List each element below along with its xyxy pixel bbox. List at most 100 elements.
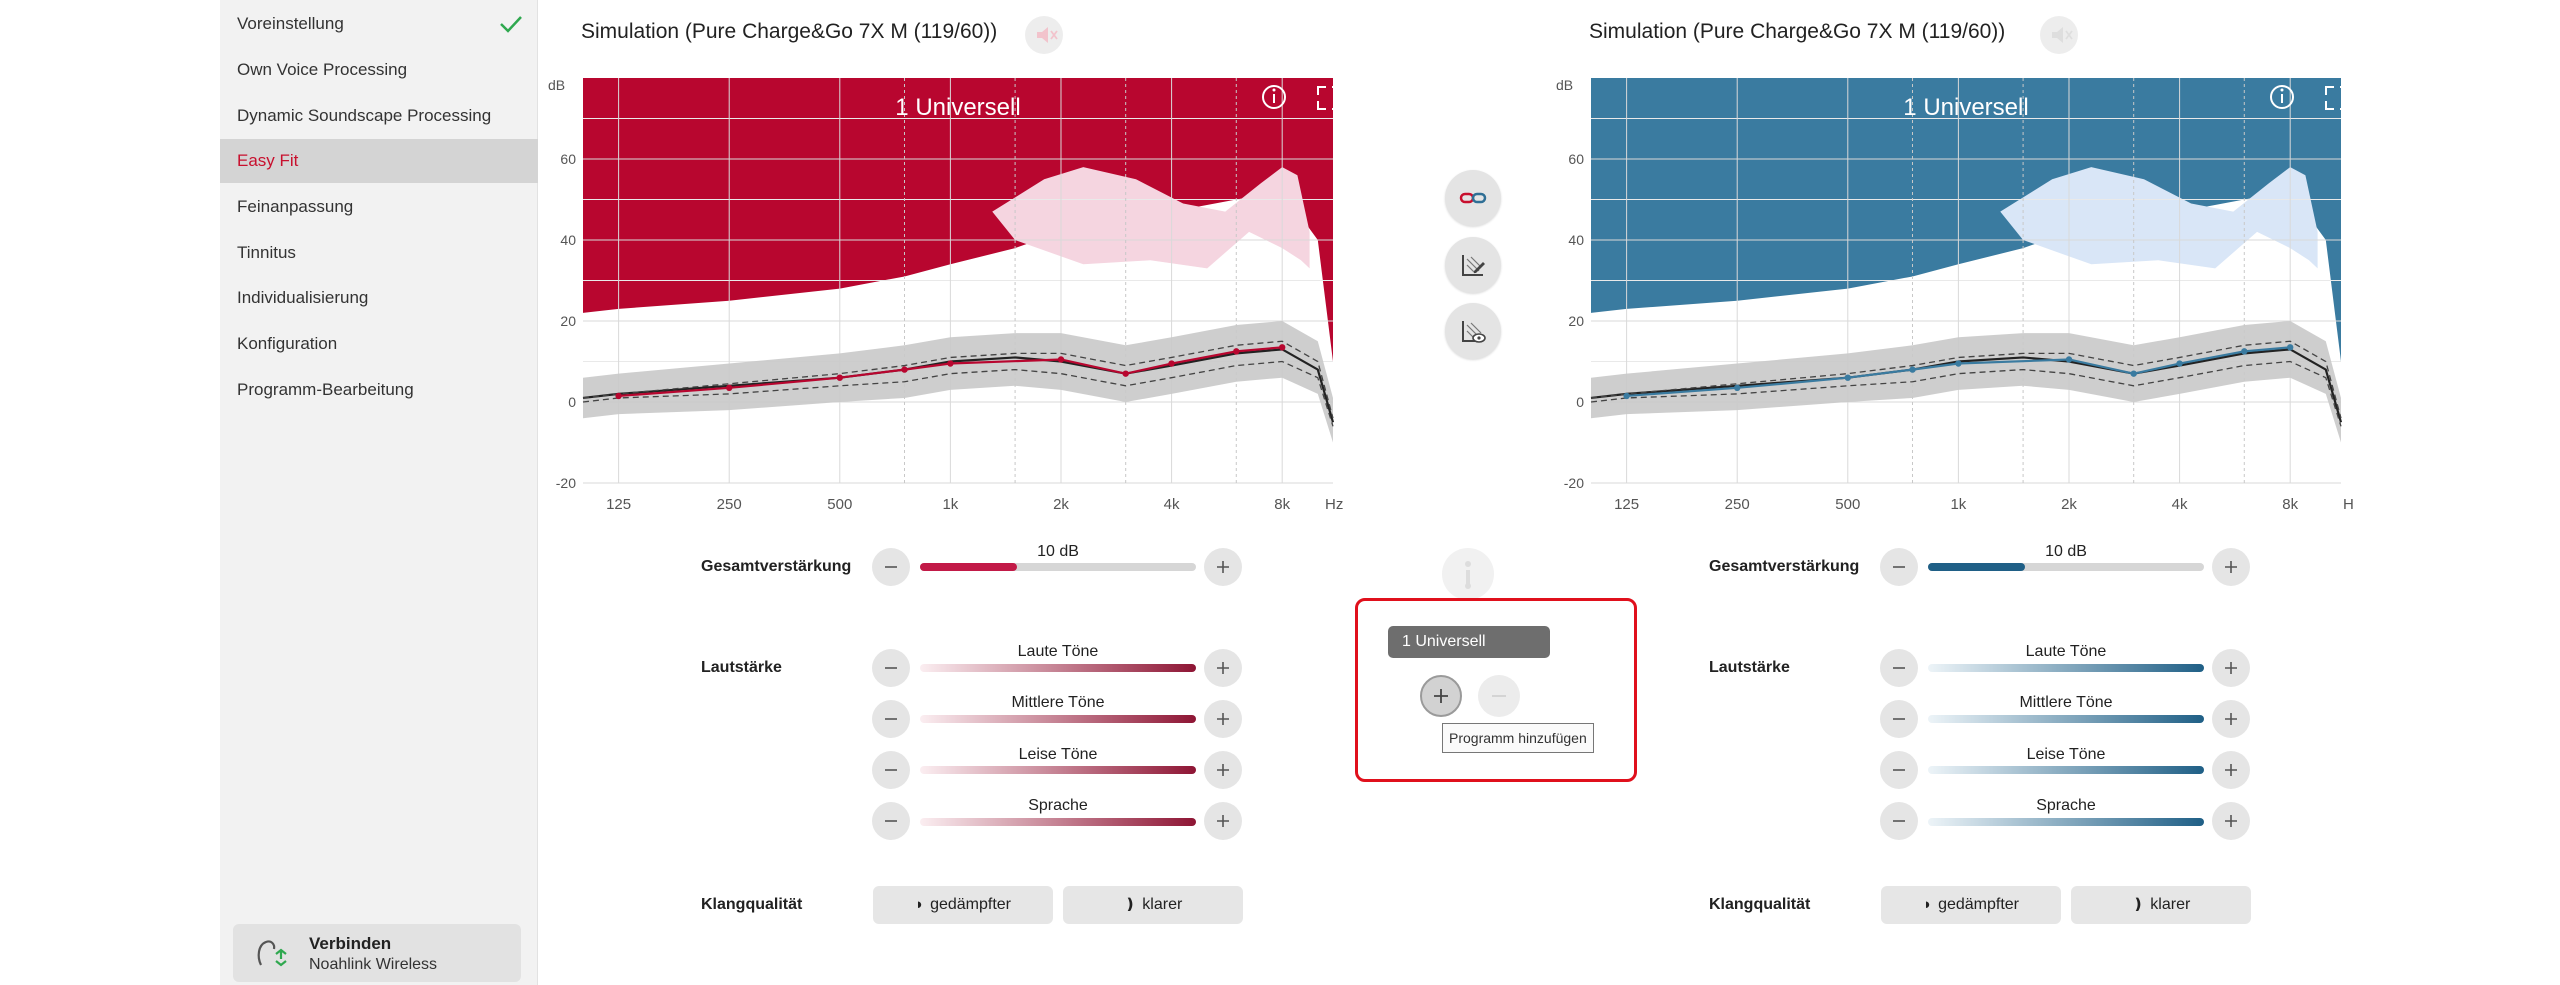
- clearer-button[interactable]: ❫ klarer: [2071, 886, 2251, 924]
- speech-minus-button[interactable]: [872, 802, 910, 840]
- gain-minus-button[interactable]: [1880, 548, 1918, 586]
- sound-clearer-icon: ❫: [1123, 896, 1137, 913]
- mid-tones-label: Mittlere Töne: [2019, 694, 2113, 711]
- y-axis-label: dB: [1556, 77, 1573, 93]
- y-tick-label: 60: [1568, 151, 1584, 167]
- gain-slider[interactable]: [1928, 563, 2204, 571]
- gain-plus-button[interactable]: [1204, 548, 1242, 586]
- soft-tones-plus-button[interactable]: [2212, 751, 2250, 789]
- mid-tones-minus-button[interactable]: [872, 700, 910, 738]
- sidebar-item-konfiguration[interactable]: Konfiguration: [220, 322, 538, 366]
- expand-icon[interactable]: [1317, 86, 1341, 110]
- sidebar-item-voreinstellung[interactable]: Voreinstellung: [220, 2, 538, 46]
- target-point: [1909, 366, 1916, 373]
- mid-tones-slider[interactable]: [1928, 715, 2204, 723]
- soft-tones-label: Leise Töne: [2026, 746, 2106, 763]
- divide-button[interactable]: [1442, 548, 1494, 600]
- sidebar-item-feinanpassung[interactable]: Feinanpassung: [220, 185, 538, 229]
- mid-tones-minus-button[interactable]: [1880, 700, 1918, 738]
- link-sides-button[interactable]: [1445, 170, 1501, 226]
- sidebar-item-dynamic-soundscape[interactable]: Dynamic Soundscape Processing: [220, 94, 538, 138]
- sidebar-item-label: Tinnitus: [237, 243, 296, 262]
- remove-program-button[interactable]: [1478, 675, 1520, 717]
- x-tick-label: 250: [717, 496, 742, 513]
- speaker-muted-icon[interactable]: [1025, 16, 1063, 54]
- soft-tones-slider[interactable]: [1928, 766, 2204, 774]
- mid-tones-label: Mittlere Töne: [1011, 694, 1105, 711]
- duller-button[interactable]: ◗ gedämpfter: [1881, 886, 2061, 924]
- speech-slider[interactable]: [1928, 818, 2204, 826]
- y-tick-label: 0: [1576, 394, 1584, 410]
- sidebar-item-tinnitus[interactable]: Tinnitus: [220, 231, 538, 275]
- target-point: [1955, 360, 1962, 367]
- overall-gain-label: Gesamtverstärkung: [1709, 558, 1860, 575]
- gain-minus-button[interactable]: [872, 548, 910, 586]
- x-tick-label: 8k: [1274, 496, 1290, 513]
- chart-left: dB 60 40 20 0 -20 125 250 500 1k 2k 4k 8k Hz 1 Univers…: [548, 77, 1343, 513]
- gain-slider[interactable]: [920, 563, 1196, 571]
- target-point: [1278, 344, 1286, 351]
- duller-label: gedämpfter: [1938, 896, 2019, 913]
- sidebar-item-individualisierung[interactable]: Individualisierung: [220, 276, 538, 320]
- plus-icon: [1217, 815, 1229, 827]
- add-program-button[interactable]: [1420, 675, 1462, 717]
- duller-button[interactable]: ◗ gedämpfter: [873, 886, 1053, 924]
- loud-tones-slider[interactable]: [920, 664, 1196, 672]
- x-tick-label: 500: [827, 496, 852, 513]
- y-tick-label: 20: [560, 313, 576, 329]
- target-point: [1057, 356, 1065, 363]
- connect-button[interactable]: Verbinden Noahlink Wireless: [233, 924, 521, 982]
- gain-plus-button[interactable]: [2212, 548, 2250, 586]
- speech-minus-button[interactable]: [1880, 802, 1918, 840]
- program-chip[interactable]: 1 Universell: [1388, 626, 1550, 658]
- y-tick-label: 40: [560, 232, 576, 248]
- sidebar-item-label: Individualisierung: [237, 288, 369, 307]
- add-program-tooltip: Programm hinzufügen: [1442, 723, 1594, 753]
- hearing-aid-connect-icon: [257, 940, 287, 967]
- mid-tones-plus-button[interactable]: [1204, 700, 1242, 738]
- speech-slider[interactable]: [920, 818, 1196, 826]
- target-point: [836, 374, 843, 381]
- minus-icon: [1893, 769, 1905, 771]
- expand-icon[interactable]: [2325, 86, 2349, 110]
- mid-tones-slider[interactable]: [920, 715, 1196, 723]
- target-curve: [1626, 346, 2291, 398]
- target-point: [1122, 370, 1129, 377]
- target-point: [1844, 374, 1851, 381]
- loud-tones-slider[interactable]: [1928, 664, 2204, 672]
- soft-tones-minus-button[interactable]: [1880, 751, 1918, 789]
- sidebar-item-easy-fit[interactable]: Easy Fit: [220, 139, 538, 183]
- speech-plus-button[interactable]: [1204, 802, 1242, 840]
- loud-tones-minus-button[interactable]: [872, 649, 910, 687]
- clearer-button[interactable]: ❫ klarer: [1063, 886, 1243, 924]
- speaker-muted-icon[interactable]: [2040, 16, 2078, 54]
- loud-tones-label: Laute Töne: [2025, 643, 2107, 660]
- sidebar-item-label: Dynamic Soundscape Processing: [237, 106, 492, 125]
- mid-tones-plus-button[interactable]: [2212, 700, 2250, 738]
- panel-title-right: Simulation (Pure Charge&Go 7X M (119/60)…: [1589, 20, 2006, 43]
- plus-icon: [1434, 689, 1448, 703]
- program-panel: 1 Universell Programm hinzufügen: [1355, 598, 1637, 782]
- view-curve-button[interactable]: [1445, 303, 1501, 359]
- speech-band: [992, 167, 1310, 269]
- gain-slider-fill: [1928, 563, 2025, 571]
- volume-label: Lautstärke: [701, 659, 782, 676]
- plus-icon: [1217, 764, 1229, 776]
- target-point: [901, 366, 908, 373]
- speech-label: Sprache: [1028, 797, 1088, 814]
- sidebar-item-own-voice[interactable]: Own Voice Processing: [220, 48, 538, 92]
- loud-tones-minus-button[interactable]: [1880, 649, 1918, 687]
- edit-curve-button[interactable]: [1445, 237, 1501, 293]
- soft-tones-minus-button[interactable]: [872, 751, 910, 789]
- x-tick-label: 125: [1614, 496, 1639, 513]
- sidebar-item-programm-bearbeitung[interactable]: Programm-Bearbeitung: [220, 368, 538, 412]
- loud-tones-plus-button[interactable]: [1204, 649, 1242, 687]
- x-tick-label: 2k: [1053, 496, 1069, 513]
- speech-plus-button[interactable]: [2212, 802, 2250, 840]
- target-point: [615, 392, 622, 400]
- volume-label: Lautstärke: [1709, 659, 1790, 676]
- minus-icon: [885, 718, 897, 720]
- soft-tones-slider[interactable]: [920, 766, 1196, 774]
- loud-tones-plus-button[interactable]: [2212, 649, 2250, 687]
- soft-tones-plus-button[interactable]: [1204, 751, 1242, 789]
